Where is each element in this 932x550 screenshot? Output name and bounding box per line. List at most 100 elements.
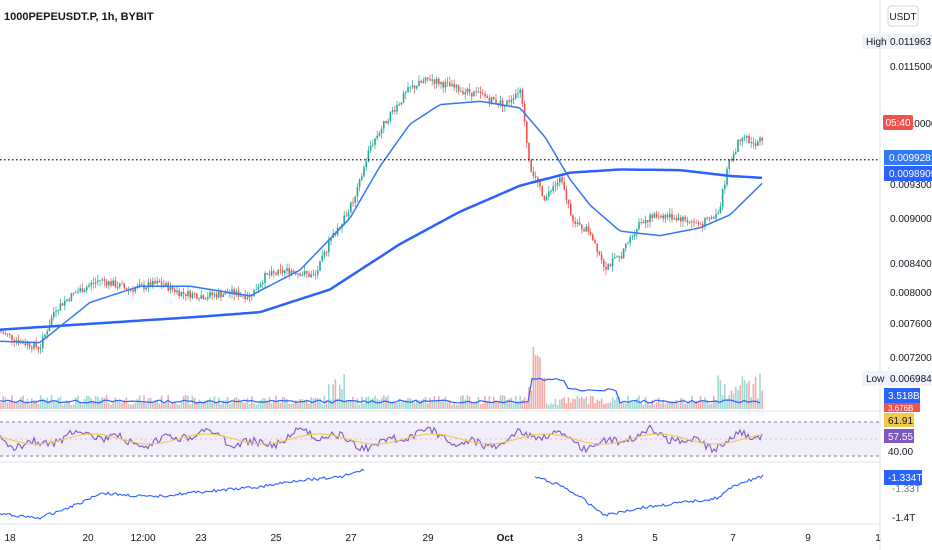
volume-bar — [372, 397, 374, 409]
volume-bar — [246, 397, 249, 409]
volume-bar — [598, 400, 601, 409]
volume-bar — [418, 400, 420, 409]
volume-bar — [99, 399, 101, 409]
volume-bar — [310, 397, 312, 409]
volume-bar — [572, 398, 574, 409]
candle-body — [125, 287, 128, 290]
candle-body — [578, 222, 581, 225]
candle-body — [138, 284, 141, 287]
rsi-level-label: 40.00 — [888, 447, 913, 458]
candle-body — [534, 176, 537, 178]
volume-bar — [191, 395, 194, 409]
candle-body — [739, 139, 741, 142]
volume-bar — [567, 397, 570, 409]
volume-bar — [625, 403, 627, 409]
candle-body — [519, 89, 521, 93]
volume-bar — [581, 396, 583, 409]
volume-bar — [262, 398, 264, 409]
volume-bar — [46, 397, 48, 409]
candle-body — [420, 80, 422, 83]
candle-body — [345, 215, 348, 217]
candle-body — [400, 102, 403, 105]
candle-body — [284, 270, 286, 274]
candle-body — [411, 85, 414, 87]
candle-body — [288, 268, 290, 274]
candle-body — [629, 237, 631, 243]
candle-body — [15, 340, 18, 342]
volume-bar — [539, 357, 541, 409]
candle-body — [664, 214, 667, 219]
volume-bar — [334, 379, 337, 409]
volume-bar — [244, 402, 246, 409]
time-axis[interactable]: 18 20 12:00 23 25 27 29 Oct 3 5 7 9 1 — [4, 533, 881, 544]
candle-body — [638, 222, 640, 229]
volume-bar — [561, 398, 563, 409]
volume-bar — [704, 397, 706, 409]
candle-body — [583, 229, 585, 232]
volume-bar — [121, 403, 123, 409]
candle-body — [570, 203, 572, 216]
candle-body — [466, 88, 469, 93]
candle-body — [581, 224, 583, 230]
candle-body — [343, 215, 345, 225]
volume-bar — [669, 401, 671, 409]
candle-body — [182, 291, 185, 294]
candle-body — [394, 110, 396, 112]
volume-bar — [363, 403, 365, 409]
candle-body — [550, 191, 552, 192]
currency-button[interactable] — [887, 5, 919, 27]
candle-body — [559, 177, 561, 183]
volume-bar — [750, 397, 752, 409]
candle-body — [233, 289, 235, 295]
volume-bar — [224, 400, 227, 409]
volume-bar — [389, 402, 392, 409]
candle-body — [277, 269, 279, 275]
volume-bar — [154, 401, 156, 409]
volume-sub-box — [884, 403, 920, 412]
candle-body — [253, 289, 255, 297]
volume-bar — [134, 402, 136, 409]
ma-fast-value: 0.0099281 — [889, 153, 932, 164]
volume-bar — [266, 401, 268, 409]
candle-body — [724, 184, 726, 190]
candle-body — [169, 285, 172, 291]
candle-body — [427, 77, 429, 79]
volume-bar — [141, 402, 143, 409]
candle-body — [431, 79, 433, 81]
obv-scale-top: -1.33T — [892, 484, 921, 495]
volume-bar — [550, 403, 552, 409]
volume-bar — [708, 404, 711, 409]
volume-bar — [444, 396, 447, 409]
candle-body — [565, 189, 568, 200]
candle-body — [528, 143, 530, 160]
volume-bar — [178, 404, 180, 409]
candle-body — [710, 217, 713, 219]
volume-bar — [11, 395, 13, 409]
candle-body — [46, 331, 48, 335]
volume-bar — [578, 398, 581, 409]
candle-body — [72, 292, 75, 294]
candle-body — [631, 236, 634, 238]
countdown-label: 05:40 — [885, 118, 910, 129]
candle-body — [642, 221, 645, 224]
candle-body — [242, 295, 244, 297]
candle-body — [154, 280, 156, 284]
volume-bar — [343, 374, 345, 409]
price-scale[interactable]: USDT High 0.0119637 0.0115000 0.0110000 … — [862, 5, 932, 386]
candle-body — [11, 335, 13, 340]
candle-body — [620, 256, 623, 259]
candle-body — [600, 254, 603, 261]
candle-body — [647, 220, 649, 223]
candle-body — [244, 295, 246, 300]
candle-body — [323, 251, 326, 256]
volume-bar — [330, 399, 332, 409]
candle-body — [163, 284, 165, 286]
time-label: 1 — [875, 533, 881, 544]
candle-body — [149, 282, 152, 287]
volume-bar — [510, 397, 513, 409]
candle-body — [275, 272, 277, 275]
volume-bar — [242, 402, 244, 409]
candle-body — [191, 293, 194, 298]
